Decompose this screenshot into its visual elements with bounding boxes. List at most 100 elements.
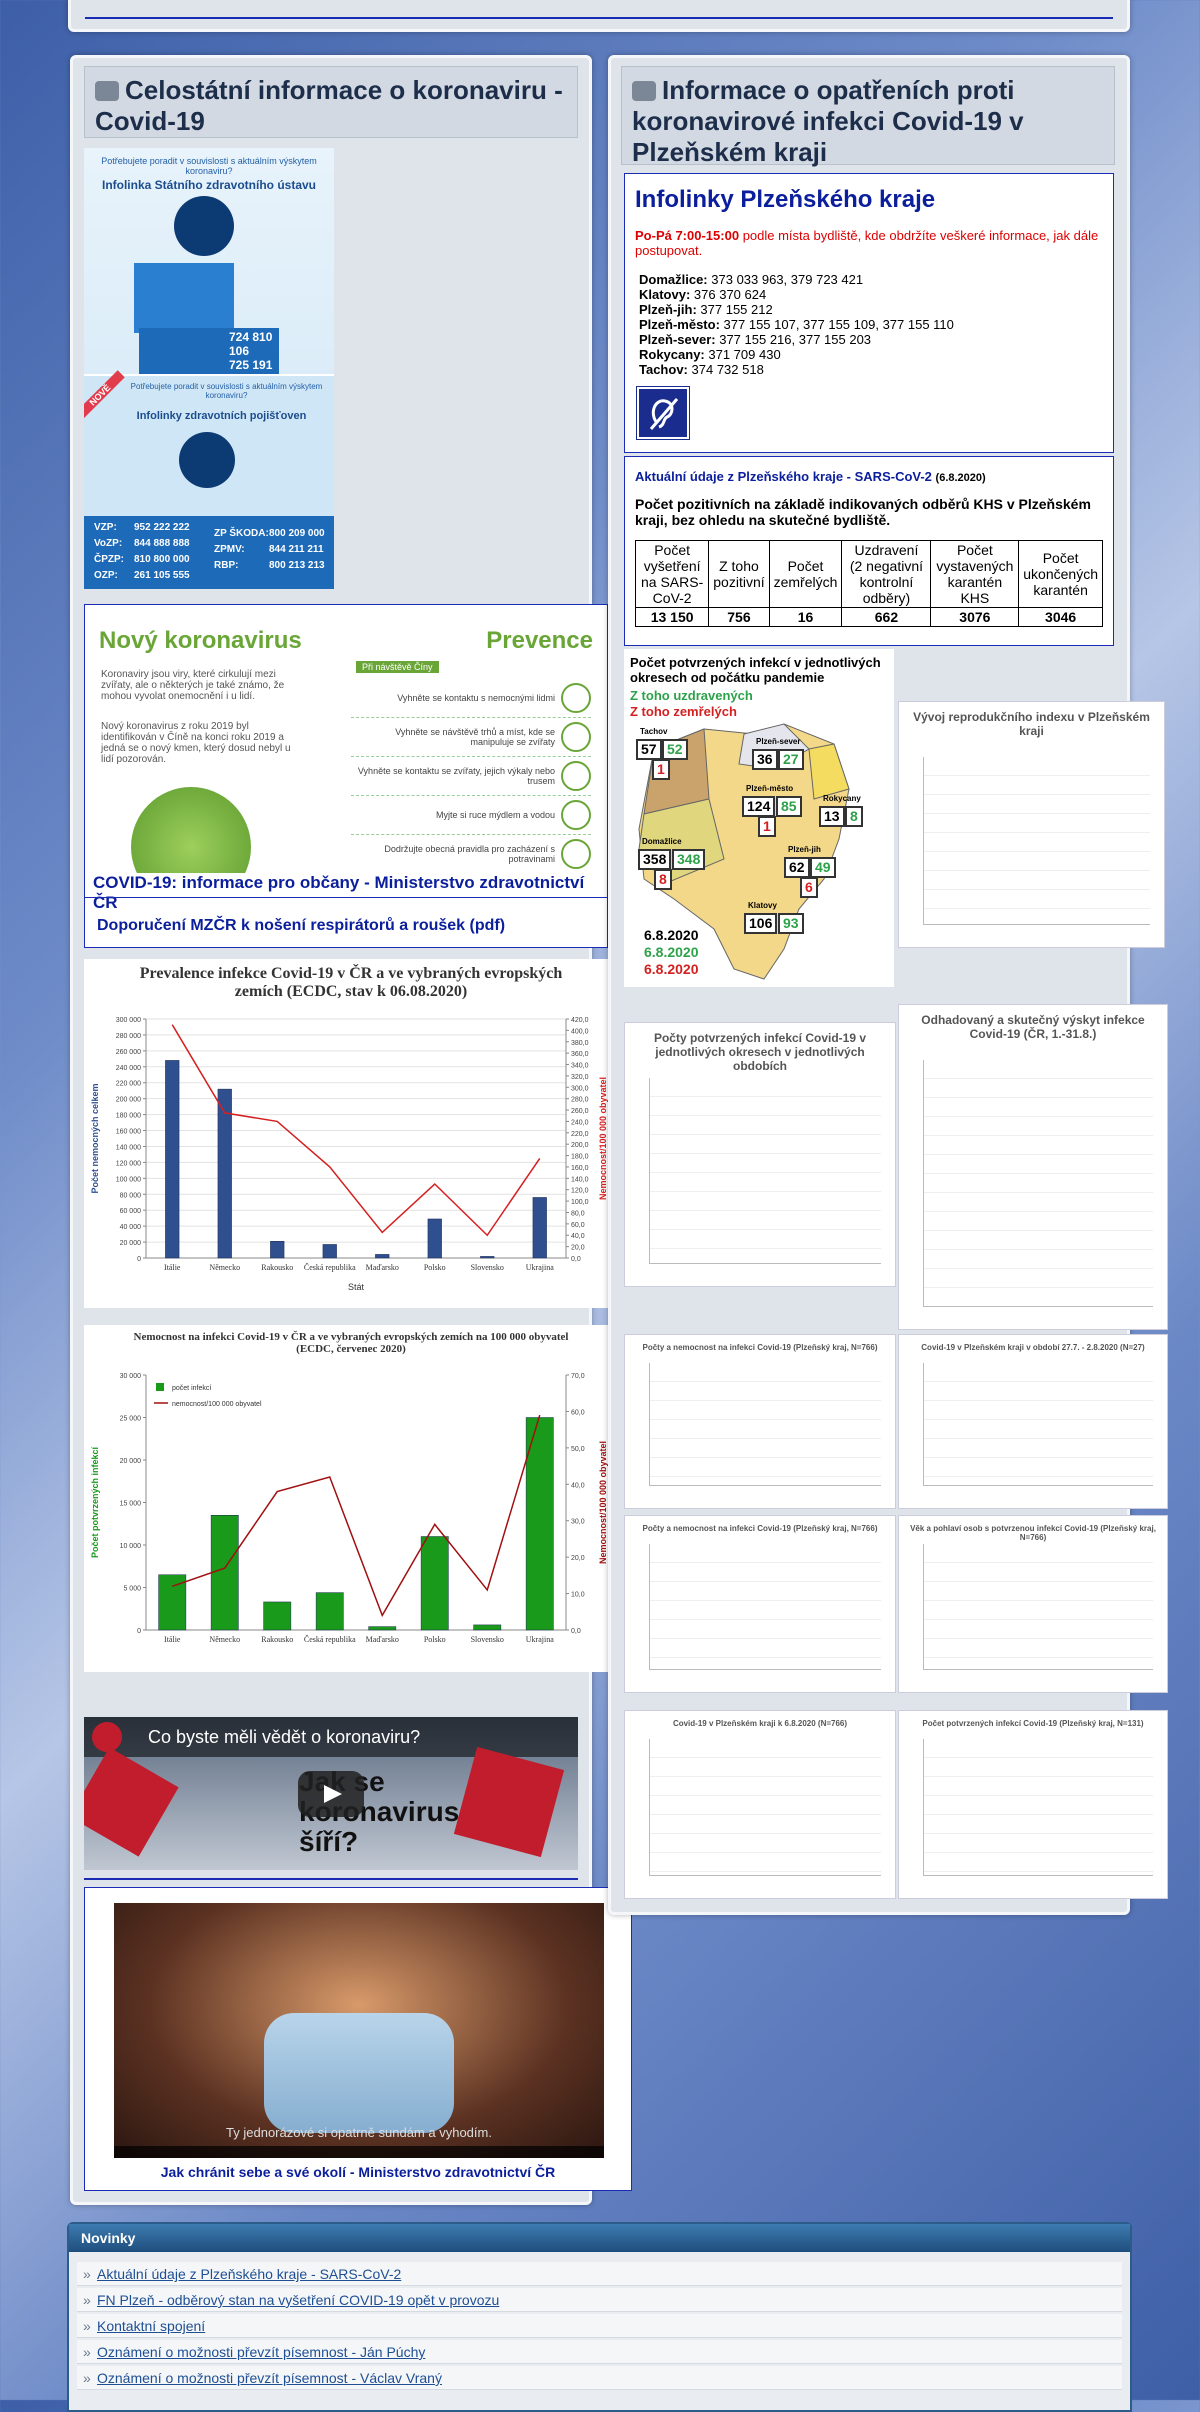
chart-image-title: Odhadovaný a skutečný výskyt infekce Cov… [921,1013,1145,1041]
dead: 1 [758,816,776,837]
x-tick-text: Slovensko [471,1263,504,1272]
bar [375,1254,390,1259]
insurer: OZP: 261 105 555 [94,570,190,581]
chart-image: Počty a nemocnost na infekci Covid-19 (P… [624,1515,896,1693]
legend-label: nemocnost/100 000 obyvatel [172,1401,262,1408]
dead: 6 [800,877,818,898]
tip-icon [561,722,591,752]
decor [84,1747,179,1857]
tick-label: 30 000 [120,1373,142,1380]
tick-label: 0,0 [571,1628,581,1635]
tick-label: 320,0 [571,1074,589,1081]
tick-label: 15 000 [120,1501,142,1508]
district-phones: 371 709 430 [708,347,781,362]
insurer-name: RBP: [214,560,239,571]
healed: 49 [810,857,836,878]
news-link[interactable]: FN Plzeň - odběrový stan na vyšetření CO… [77,2288,1122,2312]
insurer: RBP: 800 213 213 [214,560,325,571]
video-2[interactable]: Ty jednorázové si opatrně sundám a vyhod… [114,1903,604,2158]
insurer-phone: 810 800 000 [134,554,190,565]
x-tick-text: Itálie [164,1635,181,1644]
virus-illustration [131,787,251,873]
district-name: Plzeň-město: [639,317,720,332]
chart-image-title: Počty a nemocnost na infekci Covid-19 (P… [642,1524,878,1533]
bar [427,1218,442,1259]
bar [217,1088,232,1259]
bar [158,1574,187,1631]
x-tick-text: Česká republika [304,1262,356,1272]
tip-icon [561,800,591,830]
district-label: Rokycany [823,794,861,803]
mask [264,2013,454,2133]
stats-table: Počet vyšetření na SARS-CoV-2 Z toho pozi… [634,540,1103,627]
hours: Po-Pá 7:00-15:00 [635,228,740,243]
insurer-phone: 800 213 213 [269,560,325,571]
tip-text: Myjte si ruce mýdlem a vodou [435,810,555,820]
bar [368,1626,397,1631]
header-cell: Uzdravení (2 negativní kontrolní odběry) [841,540,932,608]
novinky-panel: Novinky Aktuální údaje z Plzeňského kraj… [67,2222,1132,2412]
tick-label: 240 000 [116,1065,141,1072]
chart-image-title: Vývoj reprodukčního indexu v Plzeňském k… [913,710,1150,738]
insurer-phone: 844 211 211 [269,544,324,555]
video-1[interactable]: Co byste měli vědět o koronaviru? Jak se… [84,1717,578,1870]
x-tick-text: Polsko [424,1263,446,1272]
district: Rokycany: 371 709 430 [639,347,1103,362]
news-link[interactable]: Kontaktní spojení [77,2314,1122,2338]
phones: 724 810 106 725 191 367 725 191 370 [139,328,279,414]
play-button[interactable] [298,1771,364,1817]
insurer-name: OZP: [94,570,118,581]
confirmed: 106 [744,913,778,934]
tip: Vyhněte se kontaktu se zvířaty, jejich v… [351,757,591,796]
data-cell: 13 150 [634,607,710,627]
x-tick-label: Polsko [424,1635,446,1644]
tick-label: 5 000 [123,1586,141,1593]
bar [420,1536,449,1631]
chart-image-title: Počet potvrzených infekcí Covid-19 (Plze… [922,1719,1144,1728]
tick-label: 0,0 [571,1256,581,1263]
tick-label: 180,0 [571,1154,589,1161]
prevence-box: Nový koronavirus Prevence Koronaviry jso… [84,604,608,948]
news-link[interactable]: Oznámení o možnosti převzít písemnost - … [77,2366,1122,2390]
x-tick-label: Itálie [164,1635,181,1644]
insurer: VZP: 952 222 222 [94,522,190,533]
district: Domažlice: 373 033 963, 379 723 421 [639,272,1103,287]
header-cell: Počet zemřelých [768,540,843,608]
x-tick-text: Maďarsko [366,1263,399,1272]
tick-label: 80,0 [571,1210,585,1217]
video-caption[interactable]: Jak chránit sebe a své okolí - Ministers… [160,2164,556,2180]
insurer-list: VZP: 952 222 222 VoZP: 844 888 888 ČPZP: 810 … [84,516,334,589]
phone: 724 810 106 [229,330,273,358]
x-tick-label: Německo [209,1263,240,1272]
chart-title: Nemocnost na infekci Covid-19 v ČR a ve … [133,1331,569,1355]
link[interactable]: Aktuální údaje z Plzeňského kraje - SARS… [635,469,932,484]
district: Plzeň-sever: 377 155 216, 377 155 203 [639,332,1103,347]
chart-image-title: Covid-19 v Plzeňském kraji k 6.8.2020 (N… [672,1719,848,1728]
link[interactable]: Doporučení MZČR k nošení respirátorů a r… [97,917,506,934]
plot-frame [923,1544,1153,1670]
chart-container: Nemocnost na infekci Covid-19 v ČR a ve … [84,1325,618,1672]
district-name: Plzeň-sever: [639,332,716,347]
video-2-box: Ty jednorázové si opatrně sundám a vyhod… [84,1887,632,2191]
data-cell: 662 [841,607,932,627]
chart-image-title: Věk a pohlaví osob s potvrzenou infekcí … [910,1524,1156,1542]
controls[interactable] [114,2146,604,2158]
icon [95,81,119,101]
healed: 8 [845,806,863,827]
tick-label: 240,0 [571,1119,589,1126]
tip-text: Dodržujte obecná pravidla pro zacházení … [384,844,555,864]
bar [315,1592,344,1631]
icon-svg [649,398,679,430]
news-link[interactable]: Aktuální údaje z Plzeňského kraje - SARS… [77,2262,1122,2286]
plot-frame [649,1739,881,1876]
text: Infolinka Státního zdravotního ústavu [101,178,316,192]
tip-icon [561,839,591,869]
tick-label: 220 000 [116,1081,141,1088]
district-name: Rokycany: [639,347,705,362]
link[interactable]: COVID-19: informace pro občany - Ministe… [93,873,585,912]
confirmed: 57 [636,739,662,760]
video-bar [84,1717,578,1757]
news-link[interactable]: Oznámení o možnosti převzít písemnost - … [77,2340,1122,2364]
tick-label: 260,0 [571,1108,589,1115]
district-name: Domažlice: [639,272,708,287]
